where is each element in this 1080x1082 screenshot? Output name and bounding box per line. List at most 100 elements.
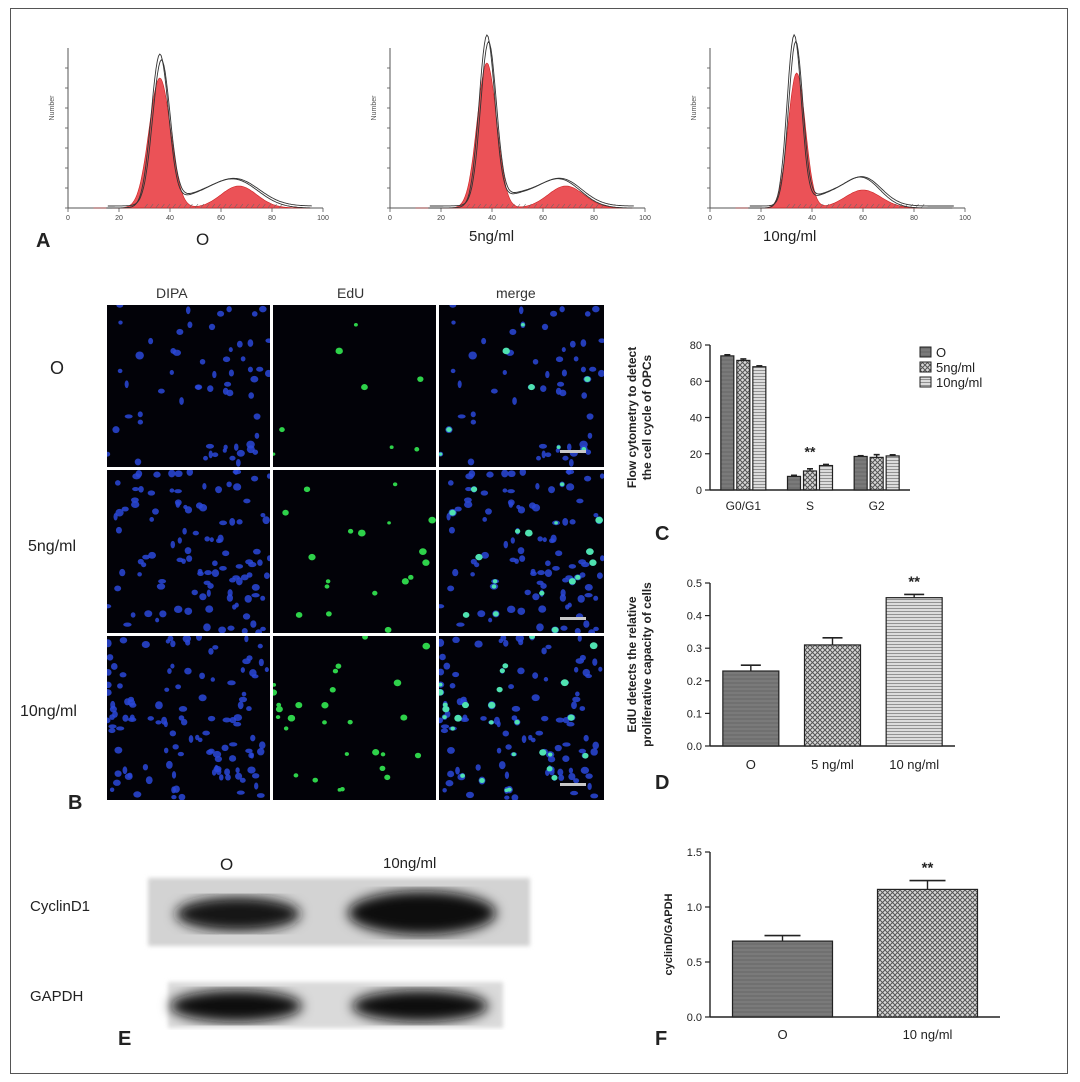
nucleus	[251, 773, 260, 779]
edu-positive-cell	[595, 516, 603, 524]
nucleus	[543, 677, 549, 682]
nucleus	[205, 605, 214, 613]
histogram-hatch	[892, 203, 897, 209]
histogram-hatch	[881, 203, 886, 209]
nucleus	[566, 443, 572, 451]
nucleus	[152, 508, 159, 515]
nucleus	[511, 705, 521, 712]
edu-positive-cell	[439, 682, 443, 687]
edu-positive-cell	[279, 427, 285, 433]
y-axis-label: EdU detects the relative	[625, 596, 639, 732]
edu-positive-cell	[556, 445, 561, 449]
edu-positive-cell	[361, 384, 368, 391]
nucleus	[203, 580, 211, 585]
nucleus	[157, 388, 165, 394]
histogram-outline	[748, 33, 953, 209]
legend-swatch	[919, 346, 932, 358]
nucleus	[572, 696, 581, 703]
y-tick-label: 0.1	[687, 708, 702, 720]
histogram-label-5ng: 5ng/ml	[469, 228, 515, 245]
histogram-hatch	[144, 203, 148, 209]
edu-positive-cell	[514, 719, 520, 725]
histogram-hatch	[273, 203, 277, 209]
histogram-hatch	[217, 203, 221, 209]
histogram-hatch	[155, 203, 160, 209]
nucleus	[511, 794, 519, 800]
nucleus	[569, 340, 576, 348]
bar	[802, 470, 818, 491]
edu-positive-cell	[308, 553, 316, 561]
nucleus	[569, 519, 576, 525]
nucleus	[206, 589, 211, 597]
nucleus	[257, 643, 263, 649]
nucleus	[242, 613, 251, 620]
nucleus	[559, 306, 565, 313]
edu-positive-cell	[506, 787, 512, 792]
nucleus	[447, 480, 454, 486]
edu-positive-cell	[511, 752, 516, 757]
histogram-hatch	[819, 203, 824, 209]
y-tick-label: 0.4	[687, 611, 702, 623]
nucleus	[504, 795, 510, 800]
nucleus	[121, 506, 129, 512]
nucleus	[566, 483, 575, 491]
nucleus	[581, 392, 587, 399]
edu-positive-cell	[275, 715, 281, 720]
histogram-hatch	[814, 203, 818, 209]
nucleus	[580, 766, 590, 774]
nucleus	[147, 490, 156, 496]
nucleus	[517, 547, 525, 555]
nucleus	[258, 741, 266, 750]
nucleus	[468, 351, 477, 360]
nucleus	[184, 607, 193, 615]
edu-positive-cell	[439, 689, 444, 696]
histogram-x-tick-label: 40	[488, 215, 496, 222]
edu-positive-cell	[282, 509, 289, 516]
image-tile-merge-5ng	[439, 470, 604, 633]
histogram-fill	[735, 72, 953, 209]
edu-positive-cell	[325, 579, 331, 584]
nucleus	[194, 384, 203, 390]
nucleus	[498, 638, 504, 644]
bar	[876, 888, 979, 1018]
nucleus	[588, 629, 596, 633]
histogram-hatch	[262, 203, 266, 209]
histogram-hatch	[161, 203, 165, 209]
nucleus	[488, 617, 493, 623]
edu-positive-cell	[567, 714, 575, 721]
legend-swatch	[919, 361, 932, 373]
nucleus	[235, 458, 241, 467]
nucleus	[178, 715, 185, 721]
bar	[885, 455, 900, 491]
nucleus	[504, 771, 510, 779]
nucleus	[170, 663, 175, 669]
edu-positive-cell	[442, 702, 448, 708]
nucleus	[211, 569, 220, 577]
edu-positive-cell	[520, 323, 525, 327]
nucleus	[561, 369, 567, 377]
nucleus	[518, 639, 524, 646]
nucleus	[264, 369, 270, 378]
histogram-hatch	[222, 203, 227, 209]
edu-positive-cell	[329, 687, 336, 693]
edu-positive-cell	[589, 559, 597, 566]
nucleus	[124, 380, 129, 389]
nucleus	[122, 714, 129, 722]
nucleus	[519, 470, 527, 476]
nucleus	[219, 774, 224, 781]
row-label-5ng: 5ng/ml	[28, 538, 77, 555]
nucleus	[443, 662, 451, 670]
nucleus	[107, 717, 111, 724]
histogram-hatch	[550, 203, 554, 209]
nucleus	[535, 483, 540, 490]
nucleus	[109, 714, 115, 720]
histogram-hatch	[527, 203, 532, 209]
edu-positive-cell	[539, 749, 547, 756]
edu-positive-cell	[449, 509, 456, 516]
histogram-fill	[415, 62, 633, 209]
edu-positive-cell	[372, 590, 378, 596]
nucleus	[503, 540, 509, 549]
nucleus	[172, 744, 179, 750]
histogram-hatch	[825, 203, 830, 209]
nucleus	[262, 516, 270, 525]
